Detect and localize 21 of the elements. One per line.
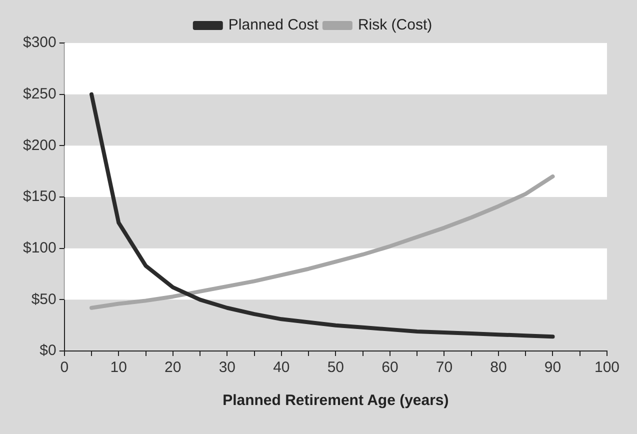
y-tick-label: $250	[22, 85, 56, 102]
x-tick-label: 50	[327, 359, 344, 376]
x-tick-label: 60	[382, 359, 398, 376]
y-tick-label: $300	[22, 34, 56, 52]
y-tick-label: $50	[31, 290, 56, 308]
x-tick-label: 80	[490, 359, 507, 376]
x-tick-label: 90	[544, 359, 562, 376]
y-tick-label: $150	[22, 188, 56, 206]
x-tick-label: 70	[436, 359, 453, 376]
legend-label: Planned Cost	[228, 16, 320, 34]
x-tick-label: 30	[218, 359, 236, 376]
x-tick-label: 20	[164, 359, 182, 376]
x-tick-label: 100	[594, 359, 620, 376]
x-tick-label: 10	[110, 359, 127, 376]
x-axis-title: Planned Retirement Age (years)	[222, 392, 449, 410]
y-tick-label: $200	[22, 136, 56, 154]
y-tick-label: $100	[22, 239, 56, 256]
x-tick-label: 40	[273, 359, 290, 376]
x-tick-label: 0	[60, 359, 69, 376]
y-tick-label: $0	[40, 342, 56, 360]
legend-label: Risk (Cost)	[358, 16, 432, 34]
